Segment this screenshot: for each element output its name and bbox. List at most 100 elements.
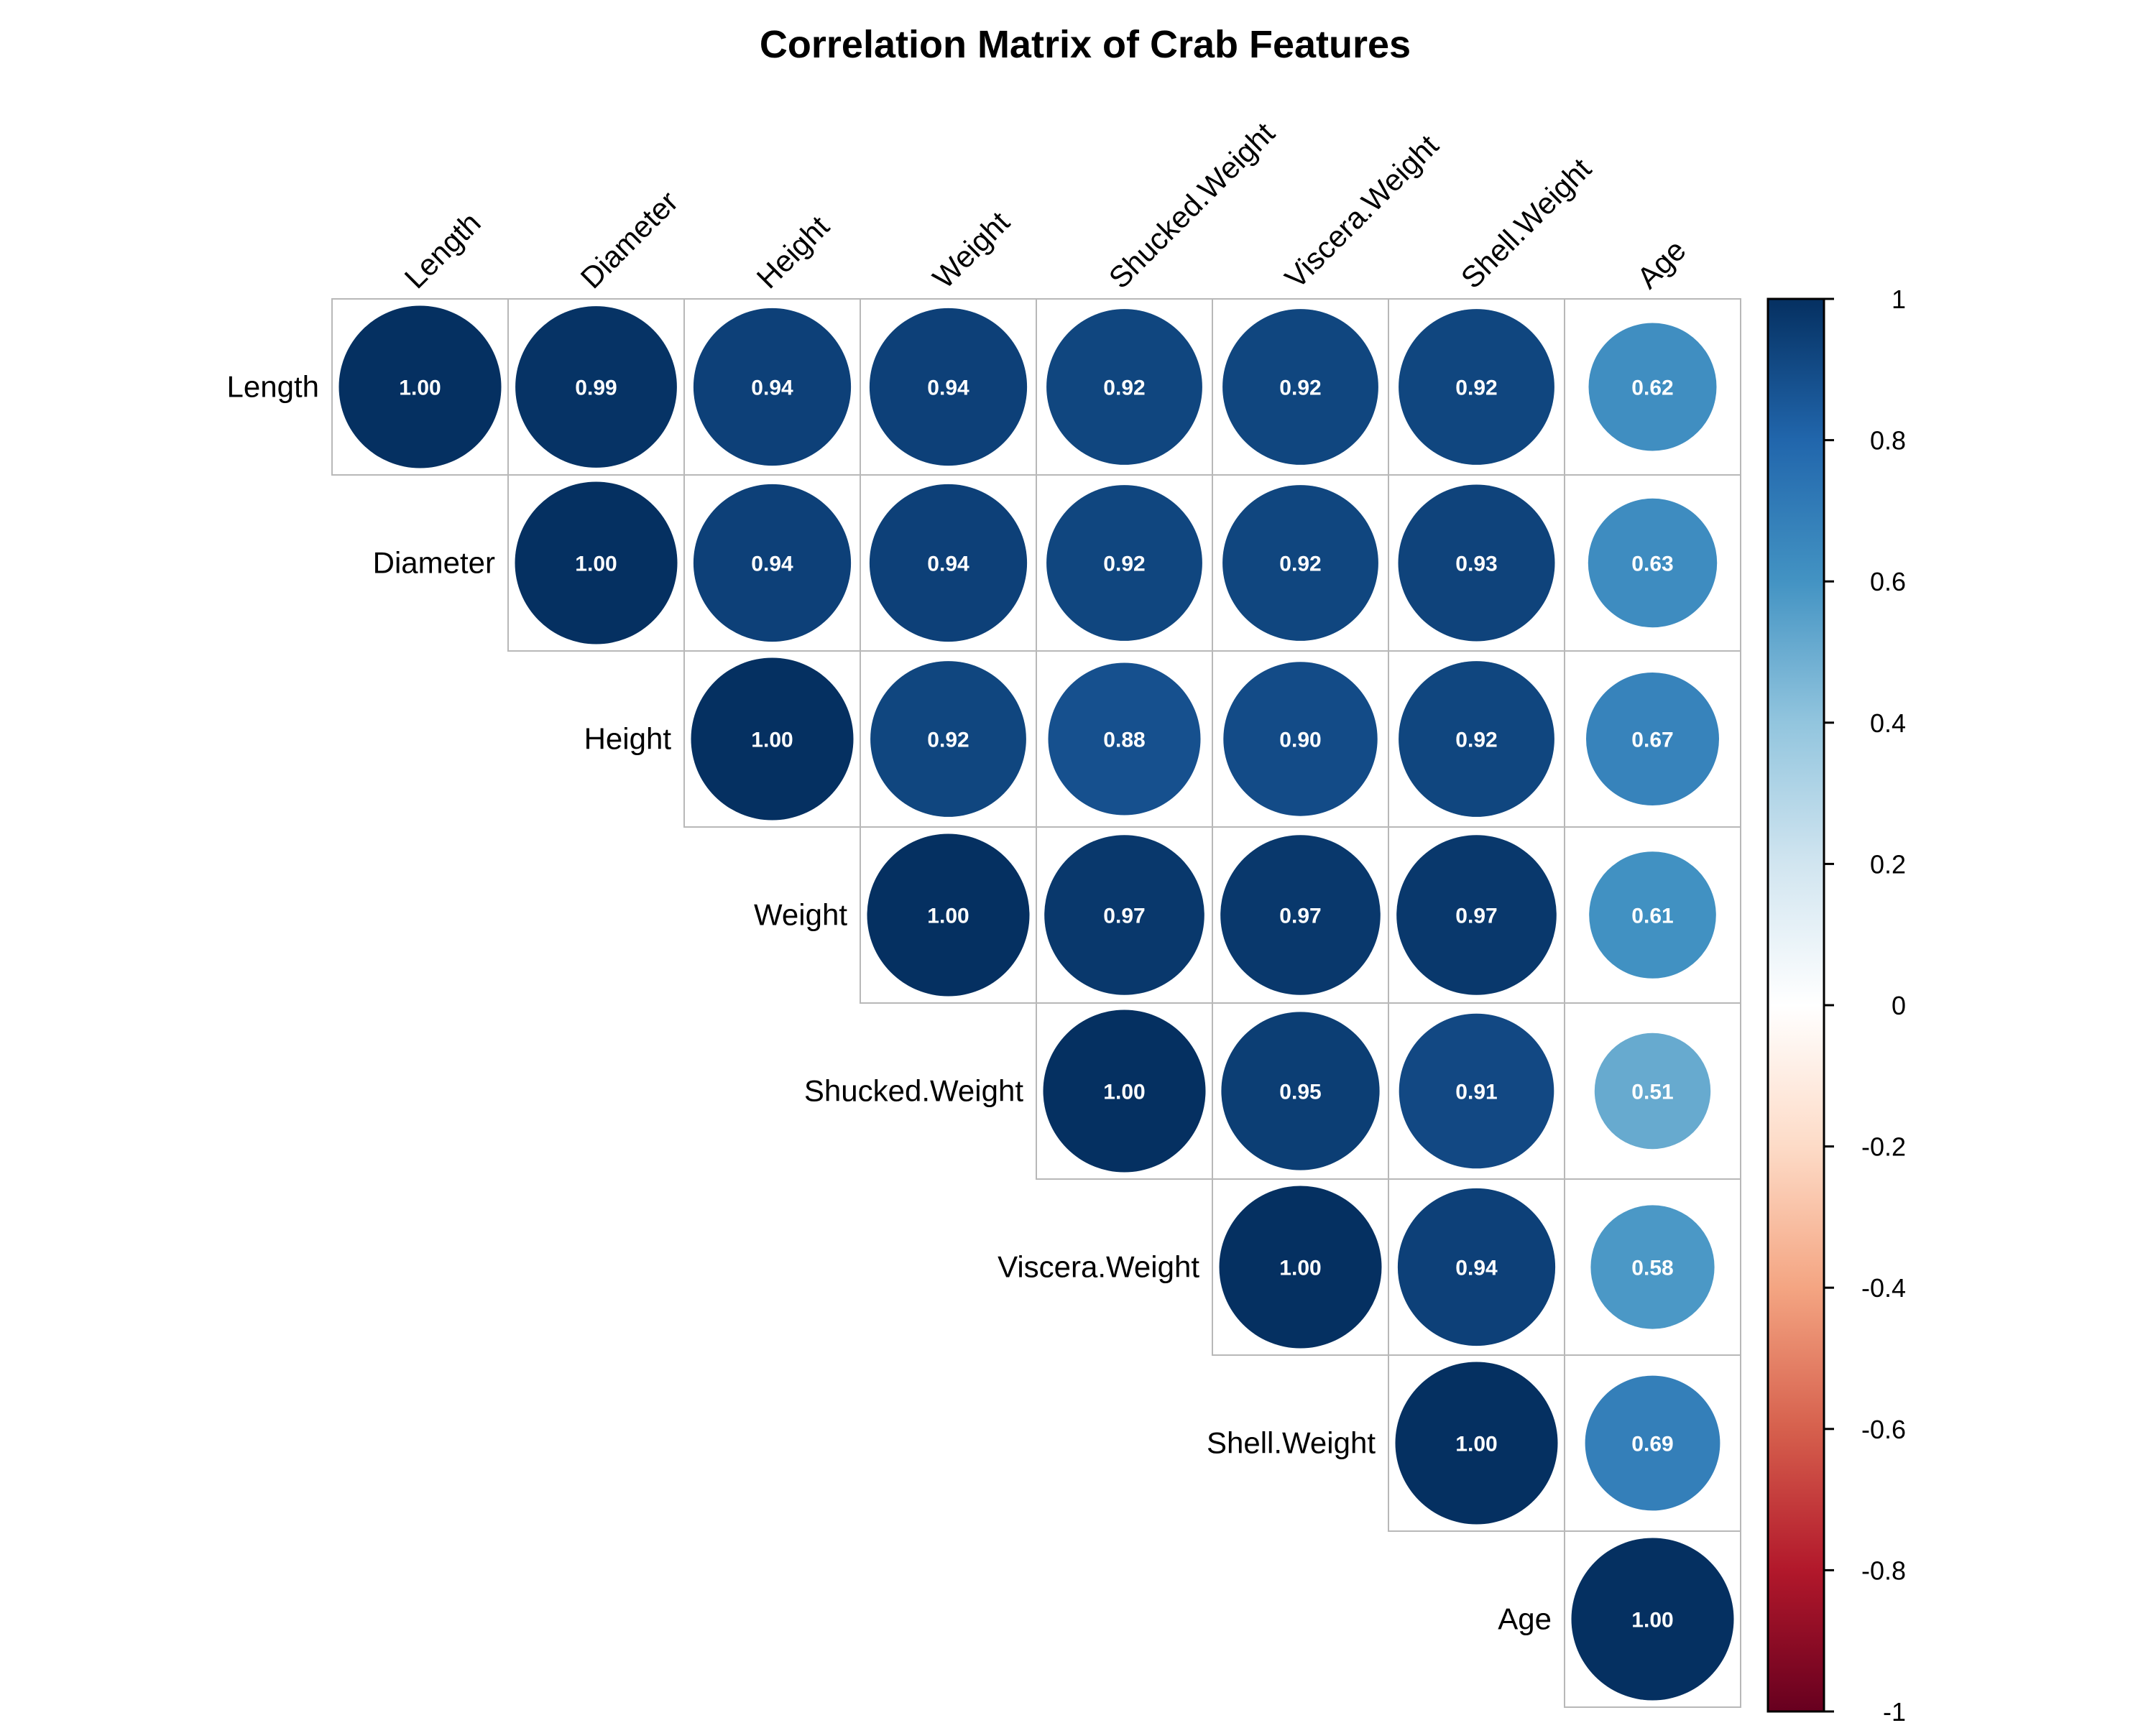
correlation-value-label: 0.51 xyxy=(1631,1081,1673,1104)
correlation-value-label: 0.94 xyxy=(1455,1257,1498,1280)
column-label: Weight xyxy=(926,205,1016,295)
correlation-circle-Height-Weight xyxy=(870,661,1026,817)
colorbar-tick-label: 0.8 xyxy=(1870,426,1906,456)
correlation-circle-Diameter-Diameter xyxy=(515,481,678,644)
correlation-value-label: 1.00 xyxy=(399,376,441,400)
correlation-circle-Diameter-Shell.Weight xyxy=(1398,484,1555,642)
colorbar-tick-label: -0.6 xyxy=(1861,1415,1906,1444)
colorbar-tick-label: -0.8 xyxy=(1861,1556,1906,1585)
column-label: Shell.Weight xyxy=(1455,152,1598,295)
colorbar-tick-label: 0.2 xyxy=(1870,849,1906,879)
correlation-value-label: 0.92 xyxy=(1279,376,1321,400)
correlation-value-label: 0.92 xyxy=(1455,376,1497,400)
correlation-value-label: 1.00 xyxy=(927,905,969,928)
matrix-cells: 1.00 0.99 0.94 0.94 0.92 0.92 0.92 0.62 1.00 0.94… xyxy=(331,298,1741,1708)
correlation-circle-Diameter-Viscera.Weight xyxy=(1222,485,1378,641)
correlation-circle-Shell.Weight-Age xyxy=(1585,1375,1720,1511)
column-labels: Length Diameter Height Weight Shucked.Weight… xyxy=(398,116,1692,295)
correlation-value-label: 1.00 xyxy=(1103,1081,1145,1104)
correlation-circle-Viscera.Weight-Viscera.Weight xyxy=(1219,1186,1382,1349)
correlation-value-label: 0.92 xyxy=(927,729,969,752)
chart-title: Correlation Matrix of Crab Features xyxy=(760,23,1411,66)
correlation-circle-Weight-Weight xyxy=(867,833,1030,997)
column-label: Shucked.Weight xyxy=(1102,116,1281,295)
colorbar-tick-label: -0.2 xyxy=(1861,1132,1906,1162)
correlation-value-label: 0.61 xyxy=(1631,905,1673,928)
column-label: Age xyxy=(1631,233,1692,295)
colorbar-tick-label: -0.4 xyxy=(1861,1273,1906,1303)
correlation-value-label: 0.97 xyxy=(1279,905,1321,928)
correlation-circle-Length-Height xyxy=(693,308,852,466)
correlation-value-label: 0.92 xyxy=(1103,553,1145,576)
colorbar-tick-label: 0 xyxy=(1892,991,1906,1020)
correlation-value-label: 0.92 xyxy=(1279,553,1321,576)
correlation-value-label: 0.58 xyxy=(1631,1257,1673,1280)
correlation-value-label: 0.94 xyxy=(751,553,793,576)
column-label: Length xyxy=(398,205,487,295)
correlation-value-label: 0.91 xyxy=(1455,1081,1497,1104)
row-label: Shell.Weight xyxy=(1207,1426,1376,1460)
correlation-value-label: 0.97 xyxy=(1455,905,1497,928)
correlation-circle-Length-Weight xyxy=(869,308,1028,466)
correlation-value-label: 0.93 xyxy=(1455,553,1497,576)
correlation-circle-Age-Age xyxy=(1571,1538,1734,1701)
column-label: Viscera.Weight xyxy=(1279,128,1445,295)
correlation-value-label: 0.62 xyxy=(1631,376,1673,400)
correlation-circle-Shucked.Weight-Viscera.Weight xyxy=(1221,1012,1380,1170)
colorbar-gradient xyxy=(1766,297,1825,1713)
correlation-value-label: 0.95 xyxy=(1279,1081,1321,1104)
colorbar-tick-label: 0.4 xyxy=(1870,708,1906,738)
row-labels: Length Diameter Height Weight Shucked.Weight… xyxy=(227,370,1552,1636)
correlation-value-label: 0.94 xyxy=(751,376,793,400)
correlation-value-label: 0.99 xyxy=(575,376,617,400)
correlation-value-label: 0.90 xyxy=(1279,729,1321,752)
correlation-circle-Diameter-Height xyxy=(693,484,852,642)
row-label: Diameter xyxy=(373,546,495,580)
colorbar-tick-label: 1 xyxy=(1892,285,1906,314)
column-label: Height xyxy=(750,209,836,295)
correlation-circle-Shucked.Weight-Shucked.Weight xyxy=(1043,1009,1206,1173)
correlation-value-label: 0.94 xyxy=(927,376,969,400)
correlation-circle-Length-Viscera.Weight xyxy=(1222,309,1378,465)
correlation-circle-Weight-Viscera.Weight xyxy=(1220,835,1381,995)
correlation-circle-Weight-Shucked.Weight xyxy=(1044,835,1204,995)
row-label: Length xyxy=(227,370,319,404)
correlation-circle-Weight-Age xyxy=(1589,851,1716,979)
correlation-circle-Height-Shucked.Weight xyxy=(1048,662,1201,816)
colorbar-tick-label: -1 xyxy=(1883,1697,1906,1724)
correlation-circle-Length-Diameter xyxy=(515,306,677,468)
correlation-circle-Weight-Shell.Weight xyxy=(1396,835,1557,995)
row-label: Height xyxy=(584,722,672,756)
correlation-circle-Diameter-Shucked.Weight xyxy=(1046,485,1202,641)
correlation-value-label: 0.67 xyxy=(1631,729,1673,752)
row-label: Shucked.Weight xyxy=(804,1074,1023,1108)
correlation-circle-Viscera.Weight-Age xyxy=(1590,1205,1715,1329)
row-label: Weight xyxy=(754,898,847,932)
correlation-value-label: 0.88 xyxy=(1103,729,1145,752)
row-label: Age xyxy=(1498,1602,1552,1636)
correlation-value-label: 0.63 xyxy=(1631,553,1673,576)
correlation-circle-Height-Age xyxy=(1586,673,1719,805)
correlation-circle-Shucked.Weight-Shell.Weight xyxy=(1399,1013,1554,1169)
correlation-circle-Length-Shucked.Weight xyxy=(1046,309,1202,465)
correlation-circle-Height-Viscera.Weight xyxy=(1223,662,1378,816)
correlation-value-label: 0.92 xyxy=(1103,376,1145,400)
correlation-value-label: 1.00 xyxy=(1631,1609,1673,1632)
correlation-value-label: 1.00 xyxy=(1455,1433,1497,1456)
correlation-value-label: 0.69 xyxy=(1631,1433,1673,1456)
correlation-circle-Diameter-Age xyxy=(1588,498,1718,628)
correlation-circle-Shucked.Weight-Age xyxy=(1594,1032,1711,1150)
correlation-value-label: 1.00 xyxy=(751,729,793,752)
correlation-circle-Diameter-Weight xyxy=(869,484,1028,642)
colorbar-tick-label: 0.6 xyxy=(1870,567,1906,596)
correlation-value-label: 0.92 xyxy=(1455,729,1497,752)
column-label: Diameter xyxy=(574,185,685,295)
correlation-value-label: 1.00 xyxy=(575,553,617,576)
correlation-circle-Length-Shell.Weight xyxy=(1399,309,1554,465)
correlation-value-label: 0.94 xyxy=(927,553,969,576)
correlation-circle-Height-Height xyxy=(691,657,854,821)
colorbar: 1 0.8 0.6 0.4 0.2 0 -0.2 -0.4 -0.6 -0.8 -1 xyxy=(1766,285,1906,1727)
row-label: Viscera.Weight xyxy=(998,1250,1199,1284)
